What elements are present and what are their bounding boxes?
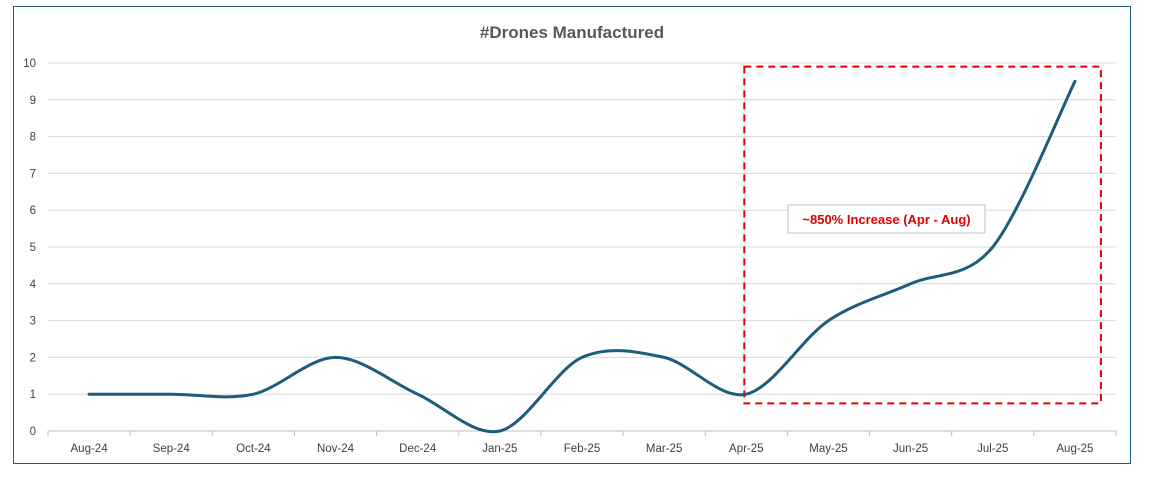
x-tick-label: Mar-25 [646, 443, 682, 455]
x-tick-label: Oct-24 [236, 443, 271, 455]
data-point [498, 430, 501, 433]
data-point [827, 319, 830, 322]
chart-frame [13, 6, 1131, 464]
data-point [909, 282, 912, 285]
chart-title: #Drones Manufactured [480, 23, 664, 42]
x-tick-label: Apr-25 [729, 443, 764, 455]
data-point [991, 246, 994, 249]
y-tick-label: 3 [30, 316, 36, 328]
annotation-label: ~850% Increase (Apr - Aug) [802, 212, 970, 227]
x-tick-label: Jan-25 [482, 443, 517, 455]
y-tick-label: 0 [30, 426, 36, 438]
annotation: ~850% Increase (Apr - Aug) [743, 65, 1102, 405]
y-tick-label: 1 [30, 389, 36, 401]
data-point [334, 356, 337, 359]
y-tick-label: 10 [23, 58, 36, 70]
axes: 0 1 2 3 4 5 6 7 8 9 10 Aug-24 Sep-24 Oct-24 Nov-24 Dec-… [23, 58, 1117, 455]
x-tick-label: Jul-25 [977, 443, 1008, 455]
data-point [1073, 80, 1076, 83]
y-tick-label: 8 [30, 132, 36, 144]
data-point [88, 393, 91, 396]
y-tick-label: 6 [30, 205, 36, 217]
y-tick-label: 9 [30, 95, 36, 107]
series-line [87, 79, 1077, 434]
data-point [663, 356, 666, 359]
x-tick-label: May-25 [809, 443, 847, 455]
y-tick-label: 5 [30, 242, 36, 254]
x-tick-label: Sep-24 [153, 443, 191, 455]
x-tick-label: Jun-25 [893, 443, 928, 455]
data-point [416, 393, 419, 396]
series-drones [87, 79, 1077, 434]
x-tick-label: Aug-24 [71, 443, 109, 455]
data-point [581, 356, 584, 359]
x-tick-label: Dec-24 [399, 443, 437, 455]
y-tick-label: 2 [30, 352, 36, 364]
x-tick-label: Aug-25 [1056, 443, 1093, 455]
data-point [252, 393, 255, 396]
annotation-label-box [787, 204, 986, 234]
data-point [745, 393, 748, 396]
y-tick-label: 7 [30, 168, 36, 180]
y-tick-label: 4 [30, 279, 37, 291]
x-tick-label: Feb-25 [564, 443, 600, 455]
data-point [170, 393, 173, 396]
x-tick-label: Nov-24 [317, 443, 355, 455]
annotation-dashed-box [743, 65, 1102, 405]
